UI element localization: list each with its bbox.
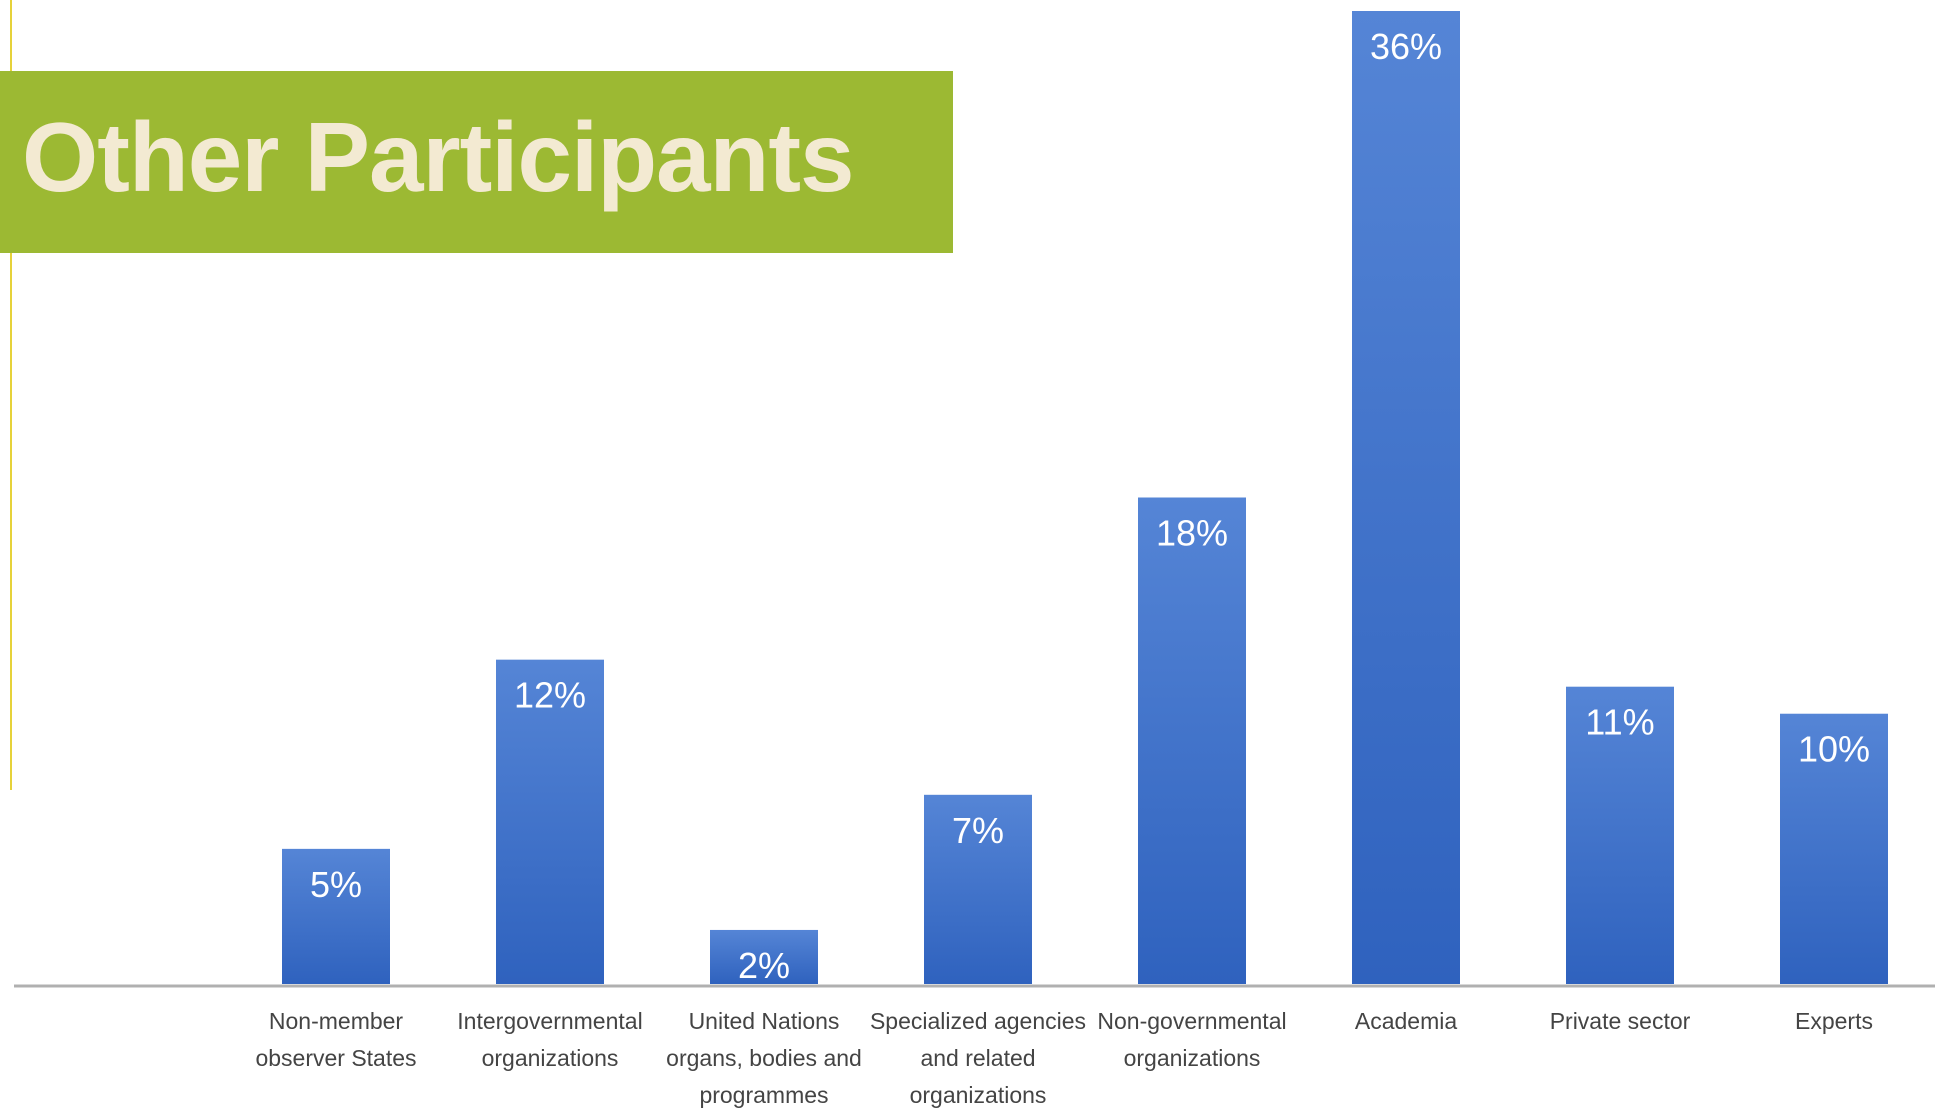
category-label-line: United Nations bbox=[689, 1008, 840, 1034]
category-label: Private sector bbox=[1550, 1008, 1691, 1034]
category-label: Non-governmental organizations bbox=[1097, 1008, 1286, 1071]
category-label-line: Academia bbox=[1355, 1008, 1457, 1034]
bar bbox=[710, 929, 818, 984]
bar bbox=[924, 794, 1032, 984]
category-label-line: organizations bbox=[1124, 1045, 1261, 1071]
category-label: Intergovernmental organizations bbox=[457, 1008, 642, 1071]
bar bbox=[282, 848, 390, 984]
category-label-line: Intergovernmental bbox=[457, 1008, 642, 1034]
category-label-line: Private sector bbox=[1550, 1008, 1691, 1034]
category-label: Non-member observer States bbox=[255, 1008, 416, 1071]
category-label: Academia bbox=[1355, 1008, 1457, 1034]
bar-value-label: 7% bbox=[952, 810, 1004, 851]
bar bbox=[1352, 11, 1460, 984]
category-label-line: Non-governmental bbox=[1097, 1008, 1286, 1034]
chart-title: Other Participants bbox=[22, 102, 855, 212]
category-label-line: Non-member bbox=[269, 1008, 404, 1034]
bar bbox=[1138, 497, 1246, 984]
bars: 5% 12% 2% 7% 18% 36% 11% 10% bbox=[282, 11, 1888, 986]
bar-value-label: 36% bbox=[1370, 26, 1442, 67]
bar-value-label: 18% bbox=[1156, 513, 1228, 554]
bar-value-label: 12% bbox=[514, 675, 586, 716]
category-label-line: programmes bbox=[699, 1082, 828, 1108]
bar-value-label: 2% bbox=[738, 945, 790, 986]
category-label-line: and related bbox=[920, 1045, 1035, 1071]
bar bbox=[1780, 713, 1888, 984]
bar-value-label: 5% bbox=[310, 864, 362, 905]
category-label-line: organs, bodies and bbox=[666, 1045, 862, 1071]
category-label: Specialized agencies and related organizat… bbox=[870, 1008, 1086, 1108]
bar-value-label: 10% bbox=[1798, 729, 1870, 770]
category-label: United Nations organs, bodies and programm… bbox=[666, 1008, 862, 1108]
title-banner bbox=[0, 71, 953, 253]
category-label-line: Experts bbox=[1795, 1008, 1873, 1034]
category-label-line: Specialized agencies bbox=[870, 1008, 1086, 1034]
category-label-line: organizations bbox=[482, 1045, 619, 1071]
bar-value-label: 11% bbox=[1585, 702, 1654, 743]
left-accent-line bbox=[10, 0, 12, 790]
category-label-line: organizations bbox=[910, 1082, 1047, 1108]
bar bbox=[496, 659, 604, 984]
category-label-line: observer States bbox=[255, 1045, 416, 1071]
category-labels: Non-member observer States Intergovernment… bbox=[255, 1008, 1873, 1108]
bar bbox=[1566, 686, 1674, 984]
category-label: Experts bbox=[1795, 1008, 1873, 1034]
